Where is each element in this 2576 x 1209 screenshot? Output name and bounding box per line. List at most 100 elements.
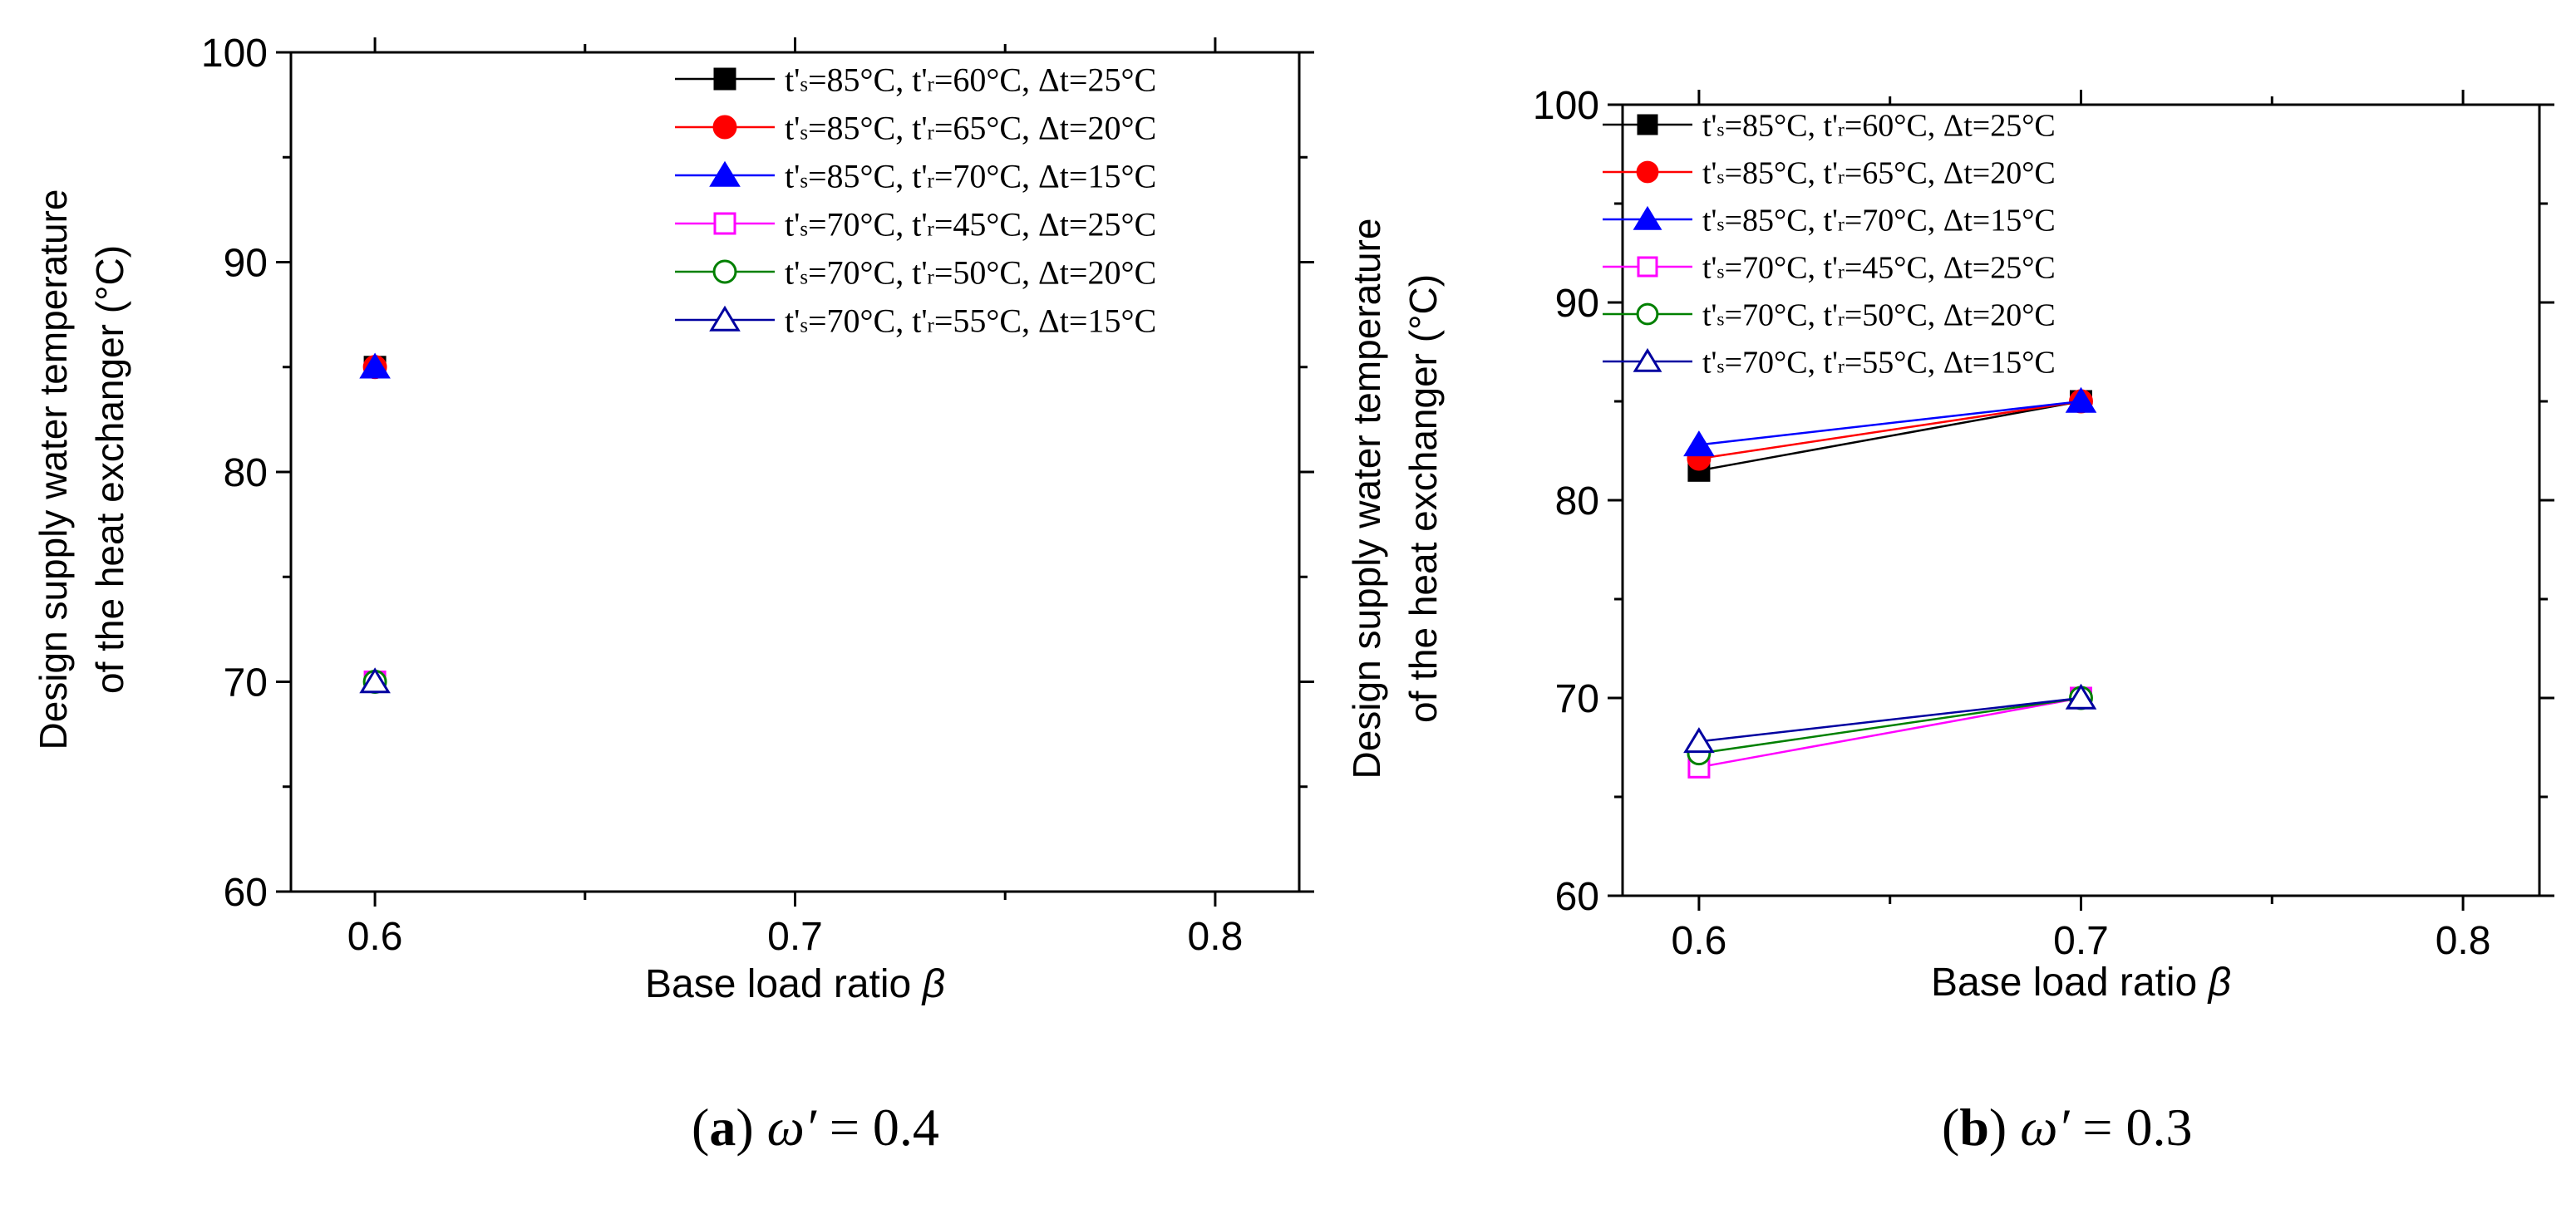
- x-axis-label-symbol: β: [921, 962, 945, 1006]
- data-point: [359, 667, 391, 694]
- legend-entry-5: t's=70°C, t'r=50°C, Δt=20°C: [1603, 298, 2056, 333]
- series-6: [359, 667, 391, 694]
- y-tick-label: 60: [1555, 875, 1599, 919]
- legend-ts: =70°C, t': [808, 253, 928, 291]
- legend-ts: =85°C, t': [1725, 156, 1838, 191]
- legend-entry-3: t's=85°C, t'r=70°C, Δt=15°C: [675, 157, 1156, 194]
- x-tick-label: 0.8: [1188, 915, 1244, 959]
- legend-t: t': [1702, 204, 1717, 238]
- legend-tr: =65°C,: [1845, 156, 1943, 191]
- legend-dt: Δt=20°C: [1038, 253, 1156, 291]
- y-tick-label: 80: [1555, 479, 1599, 523]
- legend-label: t's=85°C, t'r=70°C, Δt=15°C: [785, 157, 1156, 194]
- legend-t: t': [1702, 298, 1717, 333]
- legend-sub-r: r: [928, 314, 935, 337]
- legend-sub-r: r: [928, 170, 935, 192]
- legend-tr: =60°C,: [1845, 109, 1943, 144]
- legend-marker: [709, 305, 741, 332]
- y-axis-label-line: of the heat exchanger (°C): [1401, 274, 1445, 723]
- legend-tr: =70°C,: [934, 157, 1038, 194]
- legend-marker: [712, 259, 737, 284]
- legend-label: t's=85°C, t'r=65°C, Δt=20°C: [785, 109, 1156, 146]
- legend-sub-s: s: [800, 170, 808, 192]
- legend-ts: =85°C, t': [808, 61, 928, 98]
- legend-t: t': [1702, 346, 1717, 381]
- legend-ts: =70°C, t': [1725, 251, 1838, 286]
- legend-dt: Δt=25°C: [1943, 109, 2056, 144]
- legend-marker: [1637, 256, 1658, 278]
- legend-label: t's=70°C, t'r=55°C, Δt=15°C: [785, 302, 1156, 339]
- legend-sub-r: r: [1838, 214, 1845, 236]
- x-axis-label-text: Base load ratio: [1931, 961, 2209, 1005]
- legend-t: t': [785, 61, 800, 98]
- x-tick-label: 0.6: [347, 915, 403, 959]
- legend-sub-s: s: [1717, 356, 1724, 378]
- legend-sub-r: r: [1838, 167, 1845, 189]
- legend-tr: =65°C,: [934, 109, 1038, 146]
- legend-sub-r: r: [928, 121, 935, 144]
- legend-ts: =70°C, t': [1725, 346, 1838, 381]
- legend-dt: Δt=25°C: [1943, 251, 2056, 286]
- legend-marker: [1636, 302, 1659, 326]
- legend-entry-6: t's=70°C, t'r=55°C, Δt=15°C: [1603, 346, 2056, 381]
- legend-label: t's=70°C, t'r=55°C, Δt=15°C: [1702, 346, 2056, 381]
- legend-sub-s: s: [1717, 214, 1724, 236]
- y-tick-label: 70: [224, 661, 268, 705]
- series-1: [1687, 390, 2092, 482]
- legend-dt: Δt=25°C: [1038, 61, 1156, 98]
- legend-marker: [1633, 347, 1662, 372]
- legend-label: t's=70°C, t'r=45°C, Δt=25°C: [1702, 251, 2056, 286]
- legend-entry-4: t's=70°C, t'r=45°C, Δt=25°C: [675, 205, 1156, 243]
- legend-sub-r: r: [1838, 120, 1845, 141]
- legend-entry-4: t's=70°C, t'r=45°C, Δt=25°C: [1603, 251, 2056, 286]
- legend-tr: =55°C,: [934, 302, 1038, 339]
- legend-t: t': [785, 109, 800, 146]
- legend-marker: [1637, 114, 1658, 135]
- legend-sub-s: s: [1717, 120, 1724, 141]
- legend-dt: Δt=15°C: [1943, 346, 2056, 381]
- legend-label: t's=70°C, t'r=50°C, Δt=20°C: [785, 253, 1156, 291]
- legend-t: t': [1702, 109, 1717, 144]
- legend-dt: Δt=20°C: [1038, 109, 1156, 146]
- legend: t's=85°C, t'r=60°C, Δt=25°Ct's=85°C, t'r…: [1603, 109, 2056, 381]
- legend-sub-s: s: [800, 266, 808, 288]
- caption-b-value: = 0.3: [2082, 1098, 2193, 1157]
- y-tick-label: 90: [1555, 282, 1599, 326]
- y-axis-label: Design supply water temperature of the he…: [32, 189, 131, 750]
- legend-t: t': [785, 205, 800, 243]
- legend-sub-s: s: [800, 218, 808, 240]
- data-point: [1683, 727, 1715, 754]
- legend-entry-6: t's=70°C, t'r=55°C, Δt=15°C: [675, 302, 1156, 339]
- legend-sub-r: r: [1838, 262, 1845, 283]
- legend-ts: =85°C, t': [808, 157, 928, 194]
- series-3: [359, 352, 391, 379]
- legend-label: t's=70°C, t'r=50°C, Δt=20°C: [1702, 298, 2056, 333]
- legend-sub-r: r: [928, 73, 935, 96]
- data-point: [1683, 430, 1715, 457]
- x-tick-label: 0.6: [1672, 919, 1727, 963]
- legend-label: t's=85°C, t'r=65°C, Δt=20°C: [1702, 156, 2056, 191]
- legend-sub-r: r: [1838, 356, 1845, 378]
- chart-panel-a: 60 70 80 90 100 0.6 0.7 0.8 Base load ratio β Des…: [32, 32, 1314, 1006]
- legend-dt: Δt=20°C: [1943, 298, 2056, 333]
- legend-ts: =70°C, t': [808, 302, 928, 339]
- legend-tr: =45°C,: [1845, 251, 1943, 286]
- legend-label: t's=85°C, t'r=70°C, Δt=15°C: [1702, 204, 2056, 238]
- x-axis-label-text: Base load ratio: [645, 962, 923, 1006]
- series-6: [1683, 683, 2097, 754]
- x-tick-label: 0.7: [2053, 919, 2109, 963]
- legend-dt: Δt=20°C: [1943, 156, 2056, 191]
- legend-t: t': [785, 253, 800, 291]
- caption-a-letter: a: [709, 1098, 736, 1157]
- x-tick-label: 0.8: [2436, 919, 2491, 963]
- legend-t: t': [785, 157, 800, 194]
- legend-marker: [713, 212, 736, 235]
- data-point: [2065, 683, 2097, 710]
- legend-sub-r: r: [928, 218, 935, 240]
- legend-sub-s: s: [800, 73, 808, 96]
- legend-dt: Δt=15°C: [1038, 302, 1156, 339]
- y-axis-label-line: of the heat exchanger (°C): [88, 245, 131, 694]
- y-tick-label: 80: [224, 451, 268, 495]
- legend-ts: =85°C, t': [1725, 109, 1838, 144]
- series-line: [1698, 400, 2081, 472]
